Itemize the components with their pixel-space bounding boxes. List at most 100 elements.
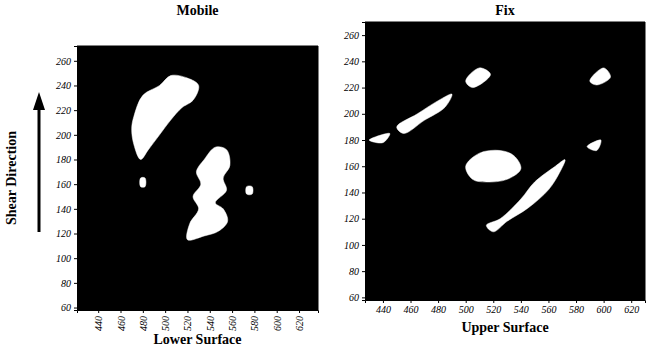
y-tick-mark xyxy=(362,35,365,36)
x-axis-line xyxy=(78,311,319,314)
y-tick: 220 xyxy=(56,105,77,116)
y-tick-label: 160 xyxy=(56,179,71,190)
x-tick-label: 600 xyxy=(272,316,283,331)
x-tick: 600 xyxy=(597,300,612,315)
x-tick-mark xyxy=(493,300,494,303)
region xyxy=(486,160,565,232)
x-axis-line xyxy=(366,301,646,304)
x-tick-mark xyxy=(187,310,188,313)
plot-background xyxy=(77,46,318,310)
x-tick-label: 520 xyxy=(486,304,501,315)
region xyxy=(140,177,146,187)
y-tick-label: 60 xyxy=(61,302,71,313)
x-tick: 500 xyxy=(459,300,474,315)
x-tick-label: 480 xyxy=(138,316,149,331)
y-tick: 80 xyxy=(349,266,365,277)
x-tick-label: 620 xyxy=(624,304,639,315)
x-tick-label: 500 xyxy=(160,316,171,331)
x-tick: 560 xyxy=(227,310,238,331)
y-tick-label: 80 xyxy=(349,266,359,277)
y-tick: 140 xyxy=(56,204,77,215)
x-tick-mark xyxy=(165,310,166,313)
x-tick-mark xyxy=(631,300,632,303)
x-tick: 460 xyxy=(404,300,419,315)
y-tick-mark xyxy=(362,140,365,141)
y-tick: 120 xyxy=(344,213,365,224)
frame-top xyxy=(77,46,318,47)
y-tick-label: 120 xyxy=(56,228,71,239)
y-tick: 80 xyxy=(61,278,77,289)
x-tick: 520 xyxy=(182,310,193,331)
y-tick-mark xyxy=(74,110,77,111)
x-axis-title: Lower Surface xyxy=(154,332,242,347)
x-tick-mark xyxy=(232,310,233,313)
x-tick: 480 xyxy=(138,310,149,331)
y-tick: 260 xyxy=(344,30,365,41)
x-tick-mark xyxy=(254,310,255,313)
y-tick-label: 140 xyxy=(56,204,71,215)
y-tick-mark xyxy=(74,258,77,259)
x-axis: 440 460 480 500 520 540 560 580 600 620 xyxy=(78,310,319,331)
marks xyxy=(369,68,610,232)
y-tick-label: 60 xyxy=(349,292,359,303)
region xyxy=(187,147,230,241)
x-tick: 480 xyxy=(431,300,446,315)
x-tick: 540 xyxy=(514,300,529,315)
x-tick-mark xyxy=(411,300,412,303)
y-tick-label: 240 xyxy=(56,80,71,91)
y-tick-label: 160 xyxy=(344,161,359,172)
x-tick-label: 440 xyxy=(93,316,104,331)
region xyxy=(590,68,611,85)
x-tick: 440 xyxy=(376,300,391,315)
x-tick-label: 460 xyxy=(116,316,127,331)
y-tick-mark xyxy=(74,61,77,62)
y-tick-label: 120 xyxy=(344,213,359,224)
x-tick-label: 560 xyxy=(227,316,238,331)
frame-top xyxy=(365,22,645,23)
x-tick: 440 xyxy=(93,310,104,331)
y-tick: 160 xyxy=(56,179,77,190)
x-axis-title: Upper Surface xyxy=(461,320,548,335)
x-tick-label: 580 xyxy=(249,316,260,331)
y-axis: 6080100120140160180200220240260 xyxy=(344,23,366,304)
y-tick: 240 xyxy=(344,56,365,67)
x-tick-label: 580 xyxy=(569,304,584,315)
x-tick-mark xyxy=(438,300,439,303)
y-tick-mark xyxy=(362,245,365,246)
x-tick-mark xyxy=(143,310,144,313)
x-tick-label: 560 xyxy=(541,304,556,315)
x-tick-label: 460 xyxy=(404,304,419,315)
y-tick: 120 xyxy=(56,228,77,239)
y-axis-line xyxy=(362,23,366,301)
y-tick-label: 180 xyxy=(56,154,71,165)
y-tick-label: 180 xyxy=(344,135,359,146)
x-tick: 620 xyxy=(624,300,639,315)
x-tick-label: 620 xyxy=(294,316,305,331)
x-tick: 500 xyxy=(160,310,171,331)
marks xyxy=(132,75,253,240)
y-tick: 220 xyxy=(344,82,365,93)
y-tick: 180 xyxy=(56,154,77,165)
y-tick: 60 xyxy=(349,292,365,303)
y-tick: 240 xyxy=(56,80,77,91)
y-tick: 100 xyxy=(344,240,365,251)
x-tick-mark xyxy=(548,300,549,303)
y-tick: 260 xyxy=(56,56,77,67)
y-tick-mark xyxy=(362,297,365,298)
x-tick: 540 xyxy=(205,310,216,331)
x-tick-mark xyxy=(98,310,99,313)
y-tick-mark xyxy=(74,135,77,136)
x-axis: 440 460 480 500 520 540 560 580 600 620 xyxy=(366,300,646,315)
y-tick-label: 140 xyxy=(344,187,359,198)
y-tick-mark xyxy=(74,184,77,185)
x-tick-label: 540 xyxy=(514,304,529,315)
y-tick-mark xyxy=(74,209,77,210)
x-tick-mark xyxy=(299,310,300,313)
region xyxy=(466,68,491,88)
region xyxy=(466,150,521,182)
y-tick-label: 100 xyxy=(344,240,359,251)
y-axis-title: Shear Direction xyxy=(4,131,19,225)
x-tick-mark xyxy=(277,310,278,313)
y-tick-mark xyxy=(362,61,365,62)
x-tick-mark xyxy=(521,300,522,303)
